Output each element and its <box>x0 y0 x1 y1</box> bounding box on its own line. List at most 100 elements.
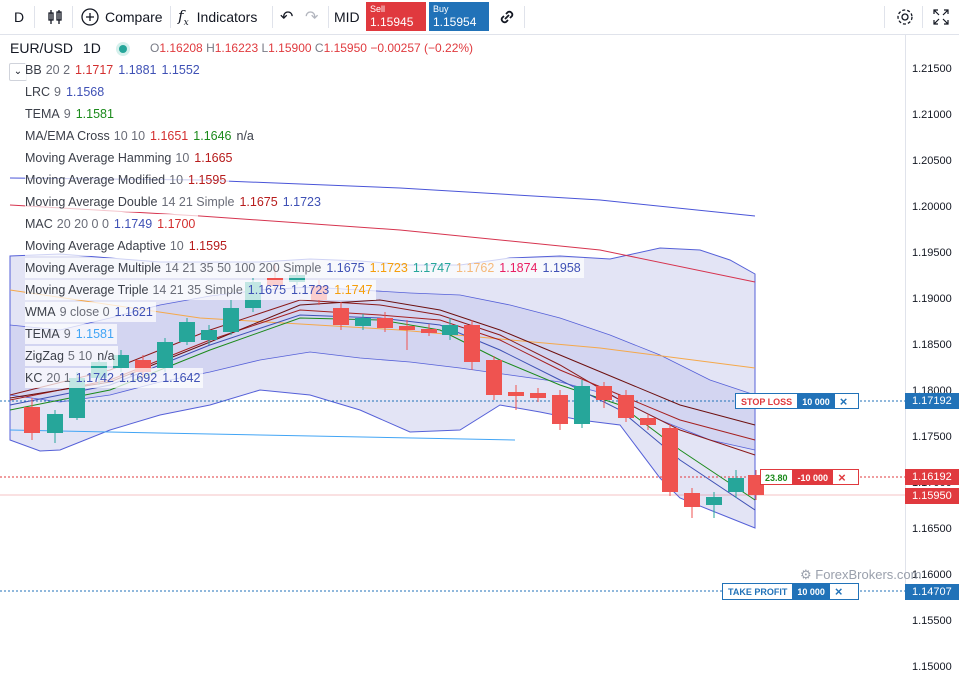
price-tag: 1.14707 <box>905 584 959 600</box>
candle-body <box>574 386 590 424</box>
indicator-params: 5 10 <box>67 349 93 363</box>
divider <box>884 6 885 28</box>
fullscreen-icon[interactable] <box>932 0 950 34</box>
price-chart[interactable] <box>0 35 905 600</box>
indicator-params: 14 21 35 Simple <box>152 283 243 297</box>
indicator-value: 1.1749 <box>113 217 153 231</box>
candle-body <box>442 325 458 335</box>
take-profit-order[interactable]: TAKE PROFIT 10 000 × <box>722 583 859 600</box>
candle-body <box>201 330 217 340</box>
divider <box>34 6 35 28</box>
ma-line-2 <box>9 309 756 441</box>
top-toolbar: D Compare fx Indicators ↶ ↷ MID Sell 1.1… <box>0 0 959 35</box>
indicator-value: 1.1881 <box>118 63 157 77</box>
indicator-name: WMA <box>25 305 56 319</box>
indicator-value: 1.1723 <box>369 261 408 275</box>
legend-row[interactable]: MA/EMA Cross 10 10 1.1651 1.1646 n/a <box>25 126 257 146</box>
close-icon[interactable]: × <box>834 584 843 599</box>
candle-body <box>662 428 678 492</box>
indicator-value: 1.1675 <box>247 283 287 297</box>
price-tick-label: 1.15000 <box>912 661 952 673</box>
indicator-value: 1.1762 <box>456 261 495 275</box>
indicator-value: 1.1646 <box>193 129 232 143</box>
legend-row[interactable]: Moving Average Triple 14 21 35 Simple 1.16… <box>25 280 376 300</box>
close-icon[interactable]: × <box>839 394 848 409</box>
indicator-value: 1.1742 <box>75 371 114 385</box>
compare-button[interactable]: Compare <box>80 0 163 34</box>
function-icon: fx <box>178 6 189 28</box>
gear-icon[interactable] <box>895 0 915 34</box>
indicator-value: 1.1642 <box>162 371 201 385</box>
candle-body <box>289 275 305 282</box>
sell-button[interactable]: Sell 1.15945 <box>366 2 426 31</box>
price-tag: 1.17192 <box>905 393 959 409</box>
legend-row[interactable]: MAC 20 20 0 0 1.1749 1.1700 <box>25 214 199 234</box>
indicator-name: MA/EMA Cross <box>25 129 110 143</box>
legend-row[interactable]: LRC 9 1.1568 <box>25 82 108 102</box>
candle-body <box>530 393 546 398</box>
divider <box>524 6 525 28</box>
indicators-button[interactable]: fx Indicators <box>178 0 257 34</box>
indicator-params: 9 close 0 <box>59 305 110 319</box>
indicator-params: 10 <box>169 239 184 253</box>
legend-row[interactable]: Moving Average Modified 10 1.1595 <box>25 170 230 190</box>
symbol-short-label: D <box>14 9 25 25</box>
indicator-params: 14 21 35 50 100 200 Simple <box>164 261 322 275</box>
candle-body <box>552 395 568 424</box>
candle-body <box>706 497 722 505</box>
position-order[interactable]: 23.80 -10 000 × <box>760 469 859 485</box>
sell-price: 1.15945 <box>370 15 414 29</box>
indicator-params: 9 <box>63 107 71 121</box>
symbol-search-button[interactable]: D <box>14 0 24 34</box>
legend-row[interactable]: BB 20 2 1.1717 1.1881 1.1552 <box>25 60 203 80</box>
watermark: ⚙ ForexBrokers.com <box>800 567 921 583</box>
candle-body <box>464 325 480 362</box>
price-tick-label: 1.18500 <box>912 339 952 351</box>
indicator-value: 1.1723 <box>282 195 321 209</box>
legend-row[interactable]: Moving Average Multiple 14 21 35 50 100 2… <box>25 258 584 278</box>
indicator-value: 1.1958 <box>542 261 581 275</box>
mid-label: MID <box>334 9 360 25</box>
buy-button[interactable]: Buy 1.15954 <box>429 2 489 31</box>
price-tick-label: 1.20500 <box>912 155 952 167</box>
close-icon[interactable]: × <box>838 470 846 485</box>
price-tick-label: 1.15500 <box>912 615 952 627</box>
candle-body <box>24 407 40 433</box>
legend-row[interactable]: WMA 9 close 0 1.1621 <box>25 302 156 322</box>
legend-row[interactable]: Moving Average Double 14 21 Simple 1.1675 1… <box>25 192 324 212</box>
stop-loss-qty: 10 000 <box>797 394 835 408</box>
legend-row[interactable]: Moving Average Hamming 10 1.1665 <box>25 148 236 168</box>
price-axis[interactable] <box>905 35 959 600</box>
indicator-name: TEMA <box>25 107 60 121</box>
candle-body <box>486 360 502 395</box>
price-tick-label: 1.19000 <box>912 293 952 305</box>
indicator-name: Moving Average Triple <box>25 283 149 297</box>
candle-body <box>508 392 524 396</box>
legend-row[interactable]: Moving Average Adaptive 10 1.1595 <box>25 236 230 256</box>
undo-icon[interactable]: ↶ <box>280 9 294 26</box>
indicator-params: 20 1 <box>46 371 71 385</box>
redo-icon[interactable]: ↷ <box>305 9 319 26</box>
legend-row[interactable]: KC 20 1 1.1742 1.1692 1.1642 <box>25 368 204 388</box>
legend-row[interactable]: TEMA 9 1.1581 <box>25 104 117 124</box>
indicator-value: 1.1581 <box>75 107 114 121</box>
indicator-value: 1.1595 <box>188 239 227 253</box>
price-tick-label: 1.21500 <box>912 63 952 75</box>
indicator-value: 1.1747 <box>334 283 373 297</box>
price-tick-label: 1.17500 <box>912 431 952 443</box>
mid-button[interactable]: MID <box>334 0 360 34</box>
indicator-value: 1.1700 <box>157 217 196 231</box>
legend-row[interactable]: TEMA 9 1.1581 <box>25 324 117 344</box>
stop-loss-order[interactable]: STOP LOSS 10 000 × <box>735 393 859 409</box>
indicator-value: 1.1651 <box>150 129 189 143</box>
indicators-label: Indicators <box>196 9 258 25</box>
legend-row[interactable]: ZigZag 5 10 n/a <box>25 346 118 366</box>
indicator-value: 1.1675 <box>326 261 365 275</box>
indicator-value: 1.1692 <box>118 371 158 385</box>
candles-icon[interactable] <box>46 0 64 34</box>
indicator-value: n/a <box>97 349 115 363</box>
link-icon[interactable] <box>496 0 518 34</box>
symbol-label: EUR/USD <box>10 40 74 56</box>
indicator-value: 1.1552 <box>161 63 200 77</box>
interval-label: 1D <box>82 40 101 56</box>
